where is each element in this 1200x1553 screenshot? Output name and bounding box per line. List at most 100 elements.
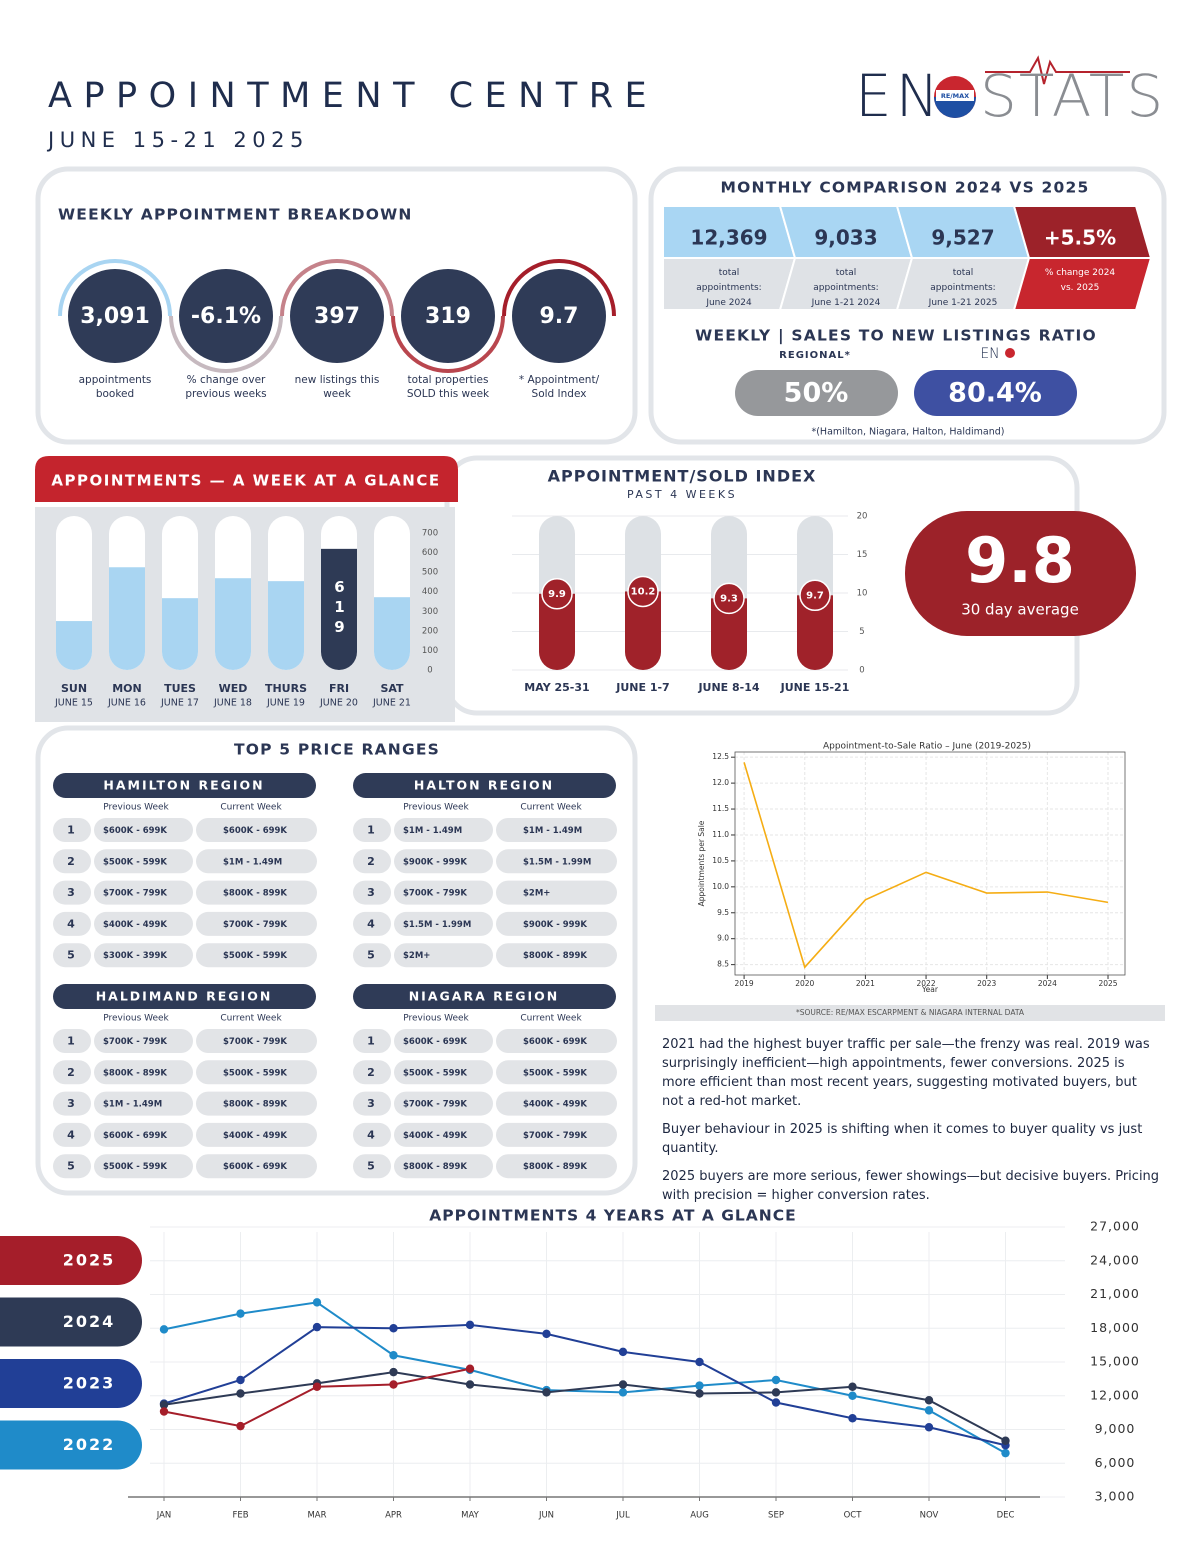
line-point	[312, 1322, 322, 1332]
rank-cell	[353, 1122, 391, 1147]
region-header	[53, 773, 316, 798]
rank-cell	[53, 1122, 91, 1147]
plot-frame	[734, 751, 1126, 976]
stat-value: 397	[314, 304, 360, 329]
rank: 5	[67, 1160, 75, 1173]
stat-value: 9.7	[540, 304, 579, 329]
range-current: $600K - 699K	[523, 1037, 587, 1047]
x-tick-label: SAT	[380, 682, 404, 695]
range-previous: $800K - 899K	[103, 1068, 167, 1078]
y-tick-label: 9,000	[1095, 1421, 1136, 1436]
x-tick-label: SEP	[768, 1511, 784, 1521]
bar	[268, 581, 304, 670]
x-tick-label: DEC	[997, 1511, 1015, 1521]
stat-value: 3,091	[80, 304, 150, 329]
range-current: $700K - 799K	[523, 1131, 587, 1141]
rank: 4	[67, 917, 75, 930]
logo-band	[936, 90, 974, 101]
ratio-value: 80.4%	[948, 378, 1042, 409]
rank-cell	[353, 1029, 391, 1053]
range-previous: $700K - 799K	[103, 889, 167, 899]
line-point	[848, 1382, 857, 1391]
range-cell	[496, 849, 617, 874]
range-current: $400K - 499K	[223, 1131, 287, 1141]
range-cell	[196, 911, 317, 936]
rank-cell	[353, 1154, 391, 1179]
comparison-label: total appointments: June 1-21 2025	[928, 268, 998, 308]
y-tick-label: 300	[422, 607, 438, 617]
rank: 2	[367, 855, 375, 868]
line-point	[848, 1391, 857, 1400]
range-cell	[496, 1060, 617, 1085]
range-previous: $500K - 599K	[103, 1162, 167, 1172]
stat-circle	[401, 269, 495, 363]
range-current: $500K - 599K	[223, 951, 287, 961]
insight-paragraph: Buyer behaviour in 2025 is shifting when…	[662, 1122, 1143, 1156]
bar-value-label: 9.3	[720, 593, 738, 604]
legend-pill	[0, 1420, 142, 1470]
x-tick-sublabel: JUNE 17	[160, 698, 199, 709]
column-header: Previous Week	[403, 803, 469, 813]
x-tick-label: THURS	[265, 682, 307, 695]
line-point	[542, 1388, 551, 1397]
range-cell	[394, 1154, 493, 1179]
line-point	[159, 1325, 169, 1334]
callout-pill	[905, 511, 1136, 636]
y-tick-label: 11.5	[712, 804, 729, 813]
line-point	[389, 1351, 398, 1360]
bar-value-badge	[713, 582, 745, 615]
line-point	[465, 1380, 475, 1389]
line-point	[771, 1375, 781, 1385]
range-cell	[394, 911, 493, 936]
bar	[162, 598, 198, 670]
logo-balloon-base	[934, 97, 976, 118]
legend-label: 2023	[63, 1374, 116, 1393]
logo-left: EN	[855, 62, 943, 130]
line-point	[236, 1375, 245, 1385]
y-tick-label: 18,000	[1090, 1320, 1140, 1335]
bar-value-label: 9.7	[806, 590, 824, 601]
line-point	[618, 1380, 628, 1389]
line-series	[163, 1301, 1006, 1455]
range-current: $600K - 699K	[223, 1162, 287, 1172]
range-previous: $700K - 799K	[403, 889, 467, 899]
rank: 1	[67, 824, 75, 837]
x-tick-label: 2020	[795, 979, 814, 988]
ratio-pill	[735, 370, 898, 416]
range-cell	[94, 1154, 193, 1179]
bar	[374, 597, 410, 670]
range-cell	[196, 880, 317, 905]
y-axis-label: Appointments per Sale	[697, 820, 706, 906]
rank: 2	[67, 855, 75, 868]
source-note: *SOURCE: RE/MAX ESCARPMENT & NIAGARA INT…	[796, 1008, 1025, 1017]
range-cell	[94, 818, 193, 842]
x-tick-label: MAY 25-31	[524, 681, 589, 694]
range-previous: $500K - 599K	[103, 857, 167, 867]
x-tick-label: OCT	[844, 1511, 863, 1521]
x-tick-sublabel: JUNE 19	[266, 698, 305, 709]
column-header: Current Week	[220, 803, 282, 813]
range-cell	[196, 1154, 317, 1179]
range-previous: $2M+	[403, 951, 430, 961]
range-cell	[496, 943, 617, 968]
range-previous: $1.5M - 1.99M	[403, 920, 471, 930]
comparison-value: 12,369	[690, 226, 767, 250]
rank: 3	[367, 1097, 375, 1110]
rank-cell	[53, 1060, 91, 1085]
ring-arc	[502, 259, 616, 317]
range-current: $400K - 499K	[523, 1100, 587, 1110]
line-point	[236, 1309, 245, 1318]
line-point	[771, 1388, 781, 1397]
stat-value: 319	[425, 304, 471, 329]
region-name: HALTON REGION	[414, 778, 554, 793]
x-tick-label: FRI	[329, 682, 349, 695]
line-point	[1001, 1448, 1010, 1458]
x-tick-label: SUN	[61, 682, 87, 695]
stat-label: total properties SOLD this week	[406, 374, 490, 400]
x-tick-label: 2025	[1098, 979, 1117, 988]
range-cell	[94, 1029, 193, 1053]
range-cell	[496, 818, 617, 842]
column-header: Previous Week	[103, 1014, 169, 1024]
chart-title: Appointment-to-Sale Ratio – June (2019-2…	[823, 742, 1031, 752]
range-cell	[196, 1122, 317, 1147]
